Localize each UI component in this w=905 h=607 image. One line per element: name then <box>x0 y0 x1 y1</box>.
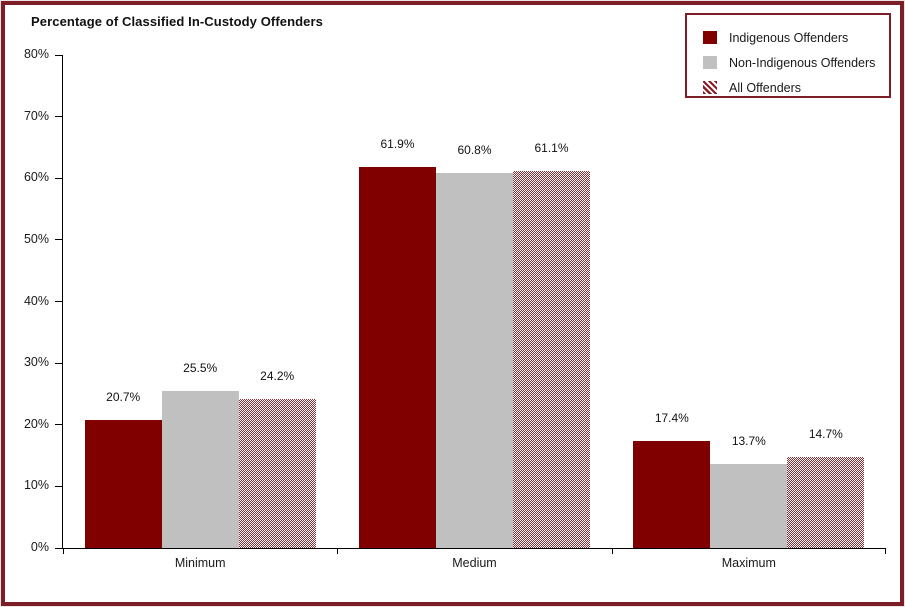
legend-item-non-indigenous: Non-Indigenous Offenders <box>703 50 889 75</box>
y-axis-tick <box>55 54 62 56</box>
bar-data-label: 61.9% <box>380 136 415 151</box>
chart-title: Percentage of Classified In-Custody Offe… <box>31 14 324 29</box>
x-axis-tick <box>337 548 339 554</box>
legend-label-indigenous: Indigenous Offenders <box>729 30 849 45</box>
bar-data-label: 61.1% <box>534 141 569 156</box>
bar-data-label: 24.2% <box>260 368 295 383</box>
bar-data-label: 13.7% <box>731 433 766 448</box>
y-axis-tick <box>55 116 62 118</box>
y-axis-tick-label: 40% <box>23 293 49 308</box>
y-axis-tick-label: 10% <box>23 478 49 493</box>
x-axis-tick <box>63 548 64 554</box>
y-axis-tick-label: 60% <box>23 170 49 185</box>
legend-item-all-offenders: All Offenders <box>703 75 889 100</box>
bar-solid-gray-minimum <box>161 390 239 548</box>
bar-data-label: 17.4% <box>654 410 689 425</box>
x-axis-tick <box>885 548 886 554</box>
x-axis-category-label: Medium <box>452 556 497 570</box>
plot-area: 0% 10% 20% 30% 40% 50% 60% 70% 80% Minimum 20.7% 25… <box>24 47 886 570</box>
y-axis-tick <box>55 485 62 487</box>
bar-solid-gray-medium <box>436 173 513 548</box>
maroon-square-swatch-icon <box>703 31 717 44</box>
x-axis-tick <box>611 548 613 554</box>
legend: Indigenous Offenders Non-Indigenous Offe… <box>685 13 891 98</box>
y-axis-tick <box>55 301 62 302</box>
bar-solid-maroon-minimum <box>84 420 162 548</box>
bar-solid-maroon-medium <box>359 166 436 548</box>
x-axis-category-label: Minimum <box>174 556 226 570</box>
bar-data-label: 25.5% <box>183 360 218 375</box>
legend-label-all-offenders: All Offenders <box>729 80 802 95</box>
bar-data-label: 60.8% <box>457 143 492 158</box>
y-axis-tick-label: 80% <box>23 47 49 61</box>
y-axis-tick-label: 50% <box>23 231 49 246</box>
y-axis-tick <box>55 239 62 241</box>
y-axis-tick-label: 30% <box>23 355 49 370</box>
y-axis-tick <box>55 177 62 179</box>
y-axis-tick <box>55 547 62 549</box>
x-axis-category-label: Maximum <box>721 556 776 570</box>
bar-data-label: 14.7% <box>808 427 843 442</box>
legend-label-non-indigenous: Non-Indigenous Offenders <box>729 55 876 70</box>
y-axis-tick-label: 20% <box>23 416 49 431</box>
bar-checker-maroon-maximum <box>787 457 865 548</box>
y-axis-tick-label: 0% <box>30 540 49 554</box>
legend-item-indigenous: Indigenous Offenders <box>703 25 889 50</box>
bar-checker-maroon-medium <box>513 171 590 548</box>
y-axis-tick <box>55 362 62 364</box>
gray-square-swatch-icon <box>703 56 717 69</box>
bar-solid-gray-maximum <box>710 463 788 548</box>
striped-square-swatch-icon <box>703 81 717 94</box>
bar-solid-maroon-maximum <box>633 440 711 548</box>
y-axis-tick-label: 70% <box>23 108 49 123</box>
bar-checker-maroon-minimum <box>238 398 316 548</box>
bar-data-label: 20.7% <box>106 390 141 405</box>
y-axis-tick <box>55 424 62 426</box>
